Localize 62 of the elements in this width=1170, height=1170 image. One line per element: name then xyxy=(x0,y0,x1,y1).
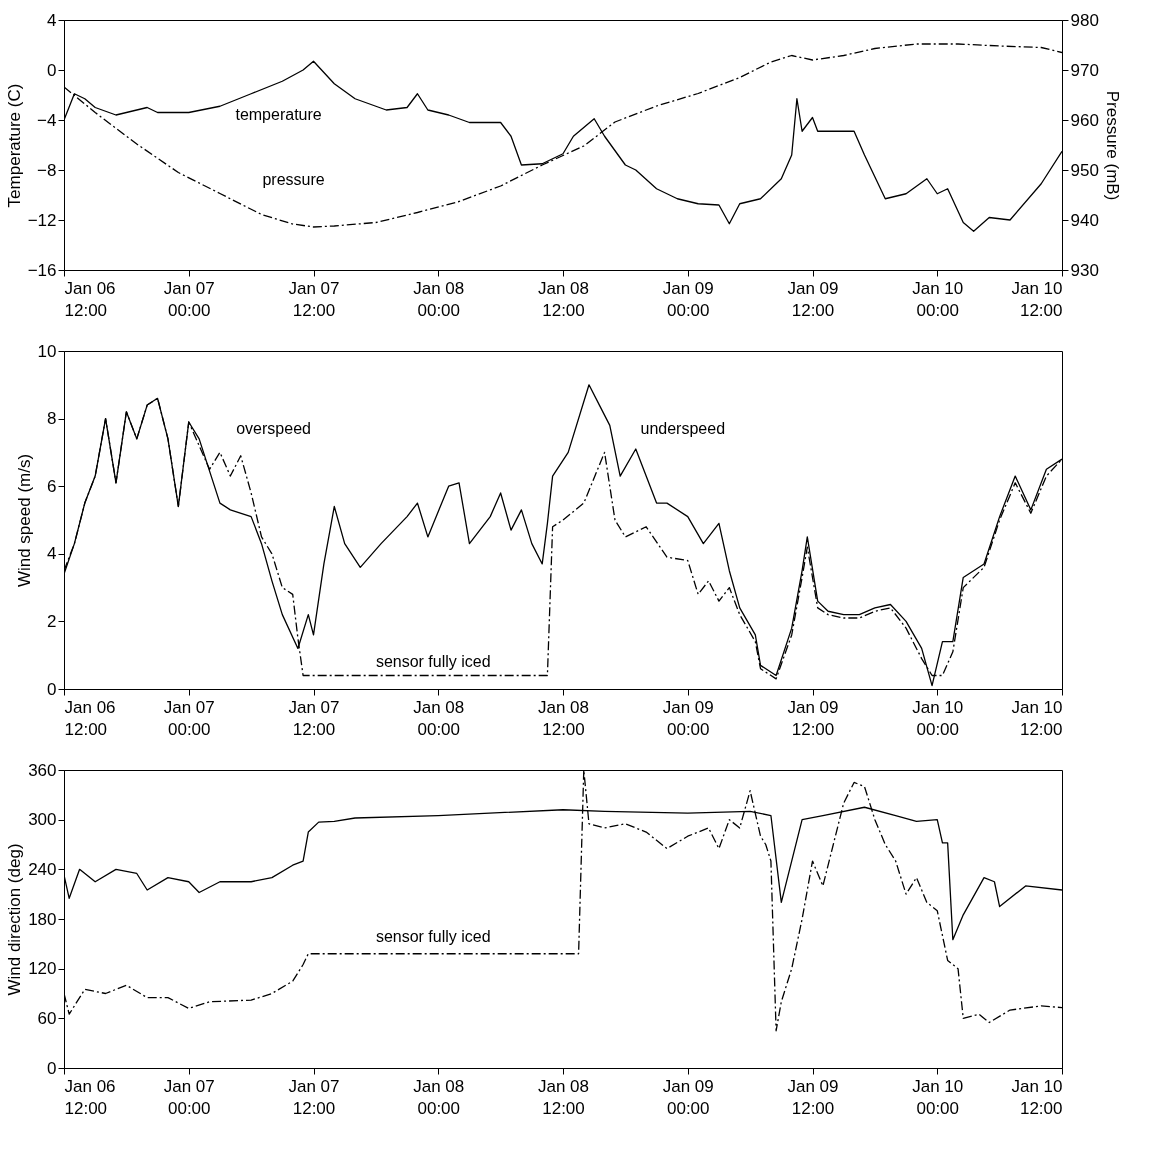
y2-tick-label: 960 xyxy=(1070,110,1099,130)
annotation: sensor fully iced xyxy=(375,652,491,670)
x-tick-label: Jan 07 12:00 xyxy=(288,697,340,739)
annotation: pressure xyxy=(262,171,325,188)
y-tick-label: 0 xyxy=(47,679,57,699)
annotation: temperature xyxy=(235,106,322,123)
y-tick-label: 60 xyxy=(37,1008,57,1028)
x-tick-label: Jan 09 12:00 xyxy=(787,278,839,320)
y-tick-label: 360 xyxy=(28,760,57,780)
x-tick-label: Jan 07 12:00 xyxy=(288,1076,340,1118)
annotation: underspeed xyxy=(640,419,726,437)
y-tick-label: −4 xyxy=(37,110,57,130)
y-tick-label: −12 xyxy=(27,210,57,230)
x-tick-label: Jan 08 12:00 xyxy=(537,1076,590,1118)
x-tick-label: Jan 09 00:00 xyxy=(662,1076,714,1118)
y-tick-label: 0 xyxy=(47,60,57,80)
x-tick-label: Jan 08 12:00 xyxy=(537,697,590,739)
y-tick-label: 8 xyxy=(47,409,57,429)
x-tick-label: Jan 08 00:00 xyxy=(413,1076,465,1118)
y-tick-label: 300 xyxy=(28,810,57,830)
x-tick-label: Jan 10 12:00 xyxy=(1011,1076,1063,1118)
y2-tick-label: 970 xyxy=(1070,60,1099,80)
y-tick-label: 4 xyxy=(47,10,57,30)
y-axis-title: Wind direction (deg) xyxy=(5,843,25,996)
x-tick-label: Jan 09 12:00 xyxy=(787,1076,839,1118)
y2-tick-label: 930 xyxy=(1070,260,1099,280)
y-tick-label: 2 xyxy=(47,611,57,631)
y2-tick-label: 980 xyxy=(1070,10,1099,30)
x-tick-label: Jan 09 00:00 xyxy=(662,278,714,320)
y2-tick-label: 940 xyxy=(1070,210,1099,230)
x-tick-label: Jan 09 00:00 xyxy=(662,697,714,739)
x-tick-label: Jan 10 12:00 xyxy=(1011,278,1063,320)
y-tick-label: 120 xyxy=(28,959,57,979)
y-tick-label: 0 xyxy=(47,1058,57,1078)
y-tick-label: 180 xyxy=(28,909,57,929)
x-tick-label: Jan 10 00:00 xyxy=(912,1076,964,1118)
x-tick-label: Jan 07 00:00 xyxy=(163,1076,215,1118)
x-tick-label: Jan 10 00:00 xyxy=(912,278,964,320)
x-tick-label: Jan 07 00:00 xyxy=(163,278,215,320)
x-tick-label: Jan 06 12:00 xyxy=(64,1076,116,1118)
y-tick-label: −8 xyxy=(37,160,57,180)
y-tick-label: 240 xyxy=(28,859,57,879)
x-tick-label: Jan 09 12:00 xyxy=(787,697,839,739)
y-tick-label: 4 xyxy=(47,544,57,564)
y-axis-title: Temperature (C) xyxy=(4,83,24,208)
y2-axis-title: Pressure (mB) xyxy=(1102,90,1122,201)
annotation: overspeed xyxy=(236,419,311,437)
x-tick-label: Jan 06 12:00 xyxy=(64,278,116,320)
y-tick-label: 6 xyxy=(47,476,57,496)
x-tick-label: Jan 07 00:00 xyxy=(163,697,215,739)
x-tick-label: Jan 08 00:00 xyxy=(413,278,465,320)
y-tick-label: 10 xyxy=(37,341,57,361)
x-tick-label: Jan 06 12:00 xyxy=(64,697,116,739)
x-tick-label: Jan 08 12:00 xyxy=(537,278,590,320)
x-tick-label: Jan 08 00:00 xyxy=(413,697,465,739)
x-tick-label: Jan 10 12:00 xyxy=(1011,697,1063,739)
annotation: sensor fully iced xyxy=(375,927,491,945)
y2-tick-label: 950 xyxy=(1070,160,1099,180)
x-tick-label: Jan 10 00:00 xyxy=(912,697,964,739)
x-tick-label: Jan 07 12:00 xyxy=(288,278,340,320)
y-tick-label: −16 xyxy=(27,260,57,280)
y-axis-title: Wind speed (m/s) xyxy=(14,453,34,588)
